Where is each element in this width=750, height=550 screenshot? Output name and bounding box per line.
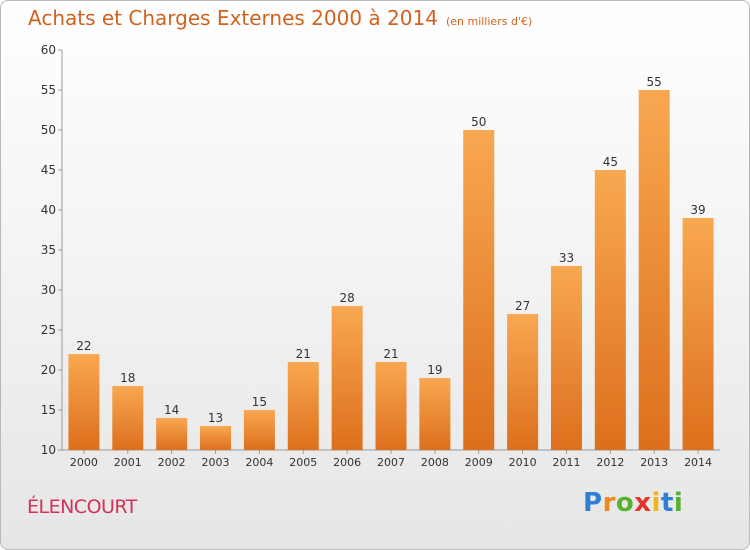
- bar-label-2013: 55: [647, 75, 662, 89]
- bar-label-2011: 33: [559, 251, 574, 265]
- bar-label-2006: 28: [339, 291, 354, 305]
- y-tick-label: 35: [41, 243, 56, 257]
- x-tick-label: 2011: [552, 456, 580, 469]
- bar-2012: [594, 170, 626, 450]
- bar-2000: [68, 354, 100, 450]
- logo-letter: r: [602, 488, 616, 518]
- y-tick-label: 45: [41, 163, 56, 177]
- y-tick-label: 15: [41, 403, 56, 417]
- bar-2004: [243, 410, 275, 450]
- logo-letter: t: [660, 488, 674, 518]
- x-tick-label: 2007: [377, 456, 405, 469]
- bar-2006: [331, 306, 363, 450]
- bar-label-2001: 18: [120, 371, 135, 385]
- bar-2005: [287, 362, 319, 450]
- x-tick-label: 2010: [509, 456, 537, 469]
- bar-label-2000: 22: [76, 339, 91, 353]
- y-tick-label: 50: [41, 123, 56, 137]
- bar-2011: [550, 266, 582, 450]
- bar-2001: [112, 386, 144, 450]
- bar-2013: [638, 90, 670, 450]
- x-tick-label: 2013: [640, 456, 668, 469]
- bar-2009: [463, 130, 495, 450]
- bar-label-2010: 27: [515, 299, 530, 313]
- bar-label-2002: 14: [164, 403, 179, 417]
- x-tick-label: 2012: [596, 456, 624, 469]
- logo-letter: P: [583, 488, 603, 518]
- x-tick-label: 2000: [70, 456, 98, 469]
- bar-label-2012: 45: [603, 155, 618, 169]
- x-tick-label: 2005: [289, 456, 317, 469]
- logo-letter: o: [615, 488, 635, 518]
- y-tick-label: 25: [41, 323, 56, 337]
- x-tick-label: 2014: [684, 456, 712, 469]
- commune-name: ÉLENCOURT: [27, 496, 137, 518]
- bar-label-2009: 50: [471, 115, 486, 129]
- bar-2003: [200, 426, 232, 450]
- bar-label-2004: 15: [252, 395, 267, 409]
- y-tick-label: 40: [41, 203, 56, 217]
- bar-2014: [682, 218, 714, 450]
- y-tick-label: 55: [41, 83, 56, 97]
- bar-label-2008: 19: [427, 363, 442, 377]
- title-text: Achats et Charges Externes 2000 à 2014: [28, 6, 438, 30]
- x-tick-label: 2003: [202, 456, 230, 469]
- x-tick-label: 2009: [465, 456, 493, 469]
- y-axis: 10 15 20 25 30 35 40 45 50 55 60: [41, 43, 63, 457]
- bar-label-2005: 21: [296, 347, 311, 361]
- bar-label-2007: 21: [383, 347, 398, 361]
- x-tick-label: 2001: [114, 456, 142, 469]
- proxiti-logo[interactable]: Proxiti: [583, 488, 683, 518]
- bar-label-2014: 39: [690, 203, 705, 217]
- y-tick-label: 10: [41, 443, 56, 457]
- data-labels: 22 18 14 13 15 21 28 21 19 50 27 33 45 55 39: [76, 75, 705, 425]
- y-tick-label: 30: [41, 283, 56, 297]
- bar-label-2003: 13: [208, 411, 223, 425]
- unit-label: (en milliers d'€): [445, 15, 533, 28]
- chart-title: Achats et Charges Externes 2000 à 2014 (e…: [28, 6, 532, 30]
- logo-letter: i: [651, 488, 661, 518]
- bar-series: [68, 90, 714, 450]
- logo-letter: x: [634, 488, 652, 518]
- y-tick-label: 20: [41, 363, 56, 377]
- x-tick-label: 2002: [158, 456, 186, 469]
- bar-2002: [156, 418, 188, 450]
- logo-letter: i: [673, 488, 684, 518]
- bar-2010: [507, 314, 539, 450]
- x-tick-label: 2004: [245, 456, 273, 469]
- bar-2008: [419, 378, 451, 450]
- x-tick-label: 2006: [333, 456, 361, 469]
- x-tick-label: 2008: [421, 456, 449, 469]
- x-axis: 2000 2001 2002 2003 2004 2005 2006 2007 2008 2009…: [62, 449, 720, 469]
- y-tick-label: 60: [41, 43, 56, 57]
- bar-2007: [375, 362, 407, 450]
